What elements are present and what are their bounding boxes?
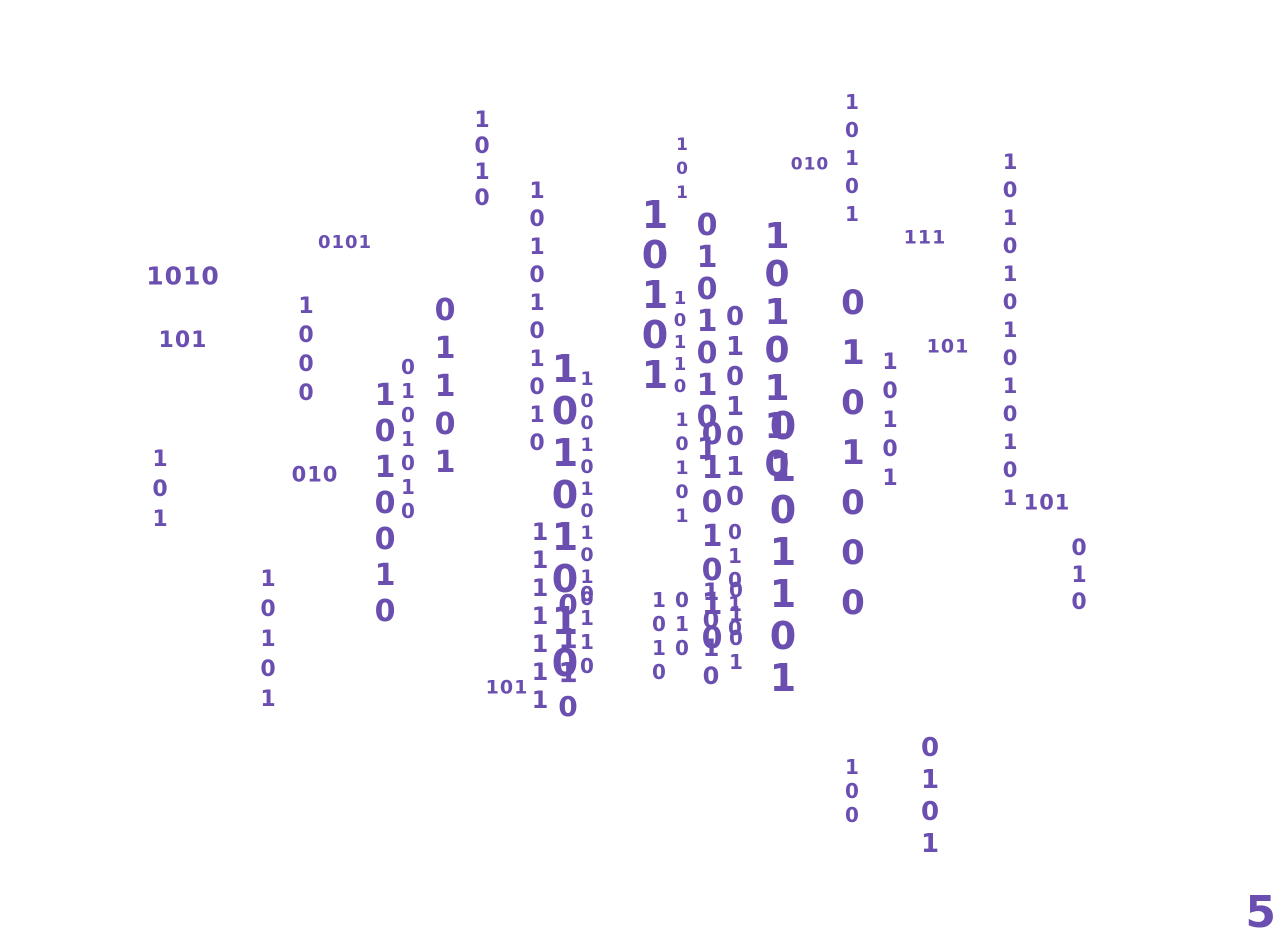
digit-column: 0 1 0 1 0 1 0 xyxy=(701,417,723,656)
digit-column: 1 0 0 0 xyxy=(298,294,314,406)
digit-row: 101 xyxy=(926,335,970,358)
digit-column: 0 1 1 0 xyxy=(580,582,594,678)
digit-column: 0 1 0 xyxy=(1071,536,1087,615)
digit-column: 0 1 1 0 1 xyxy=(434,293,456,480)
digit-row: 1010 xyxy=(146,261,220,291)
digit-column: 0 1 0 1 0 0 0 xyxy=(841,283,865,623)
digit-row: 101 xyxy=(1023,490,1071,515)
digit-column: 0 1 0 1 0 1 0 1 xyxy=(696,208,718,467)
page-number: 5 xyxy=(1245,887,1276,938)
digit-column: 1 0 1 0 xyxy=(652,588,666,684)
digit-column: 0 1 0 1 0 1 0 xyxy=(401,355,415,523)
digit-column: 0 1 1 0 xyxy=(558,588,578,723)
digit-column: 1 0 1 xyxy=(152,447,168,532)
digit-column: 1 0 0 xyxy=(845,755,859,827)
digit-column: 0 1 0 1 0 1 0 xyxy=(725,302,745,512)
digit-column: 0 1 0 1 0 xyxy=(728,520,742,640)
digit-row: 010 xyxy=(291,462,339,487)
digit-column: 1 0 1 0 xyxy=(474,108,490,211)
digit-column: 1 0 1 0 1 xyxy=(260,567,276,712)
digit-column: 0 1 0 1 xyxy=(729,578,743,674)
digit-column: 1 0 1 0 1 xyxy=(845,90,859,226)
digit-column: 1 0 1 0 0 1 0 xyxy=(374,378,396,629)
digit-column: 1 0 1 0 1 xyxy=(882,350,898,491)
digit-row: 101 xyxy=(485,676,529,699)
digit-row: 0101 xyxy=(317,232,373,253)
digit-column: 1 1 1 1 1 1 1 xyxy=(531,518,549,714)
digit-column: 1 0 1 0 1 0 1 0 1 0 1 0 1 xyxy=(1002,150,1018,510)
digit-column: 0 1 0 1 xyxy=(920,733,940,859)
digit-column: 1 0 1 1 0 xyxy=(673,288,687,397)
digit-row: 010 xyxy=(790,154,830,175)
digit-column: 1 0 0 1 0 1 0 1 0 1 0 xyxy=(580,368,594,610)
digit-column: 1 0 1 0 1 xyxy=(641,193,669,397)
digit-column: 1 0 1 0 xyxy=(702,578,720,690)
digit-column: 1 0 1 0 1 0 1 0 xyxy=(551,347,579,685)
digit-column: 0 1 0 xyxy=(675,588,689,660)
digit-column: 1 0 1 xyxy=(676,135,688,203)
digit-row: 111 xyxy=(903,226,947,249)
digit-column: 1 0 1 0 1 1 0 xyxy=(764,216,790,485)
digit-column: 1 0 1 0 1 xyxy=(675,409,689,527)
digit-column: 0 1 0 1 1 0 1 xyxy=(769,404,797,700)
digit-column: 1 0 1 0 1 0 1 0 1 0 xyxy=(529,179,545,456)
digit-row: 101 xyxy=(158,328,208,353)
